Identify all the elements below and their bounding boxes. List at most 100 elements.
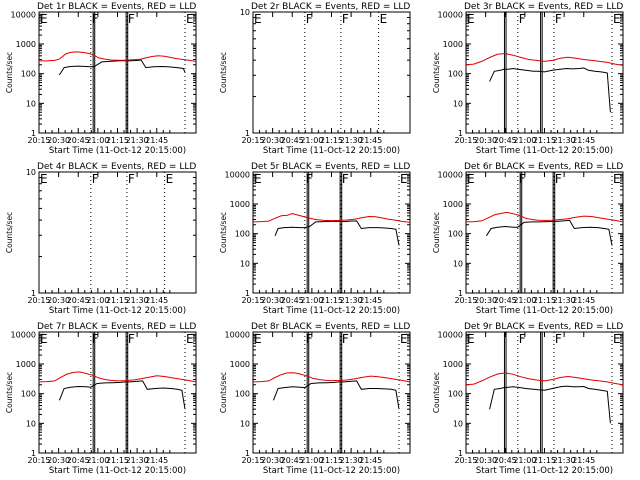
y-tick-label: 1	[245, 289, 250, 298]
y-tick-label: 100	[21, 390, 36, 399]
y-tick-label: 100	[448, 390, 463, 399]
x-axis-label: Start Time (11-Oct-12 20:15:00)	[263, 146, 400, 156]
marker-label-E: E	[613, 12, 621, 26]
y-tick-label: 10000	[225, 170, 250, 179]
marker-label-E: E	[400, 172, 408, 186]
x-tick-label: 20:15	[241, 456, 264, 465]
y-tick-label: 10	[26, 419, 36, 428]
marker-label-E: E	[613, 172, 621, 186]
y-tick-label: 10000	[11, 10, 36, 19]
x-tick-label: 20:30	[261, 456, 284, 465]
x-tick-label: 21:30	[553, 136, 576, 145]
y-tick-label: 1	[458, 449, 463, 458]
marker-label-F: F	[128, 332, 135, 346]
x-tick-label: 21:00	[300, 456, 323, 465]
x-tick-label: 21:15	[320, 136, 343, 145]
x-tick-label: 20:15	[454, 456, 477, 465]
x-tick-label: 21:15	[106, 456, 129, 465]
marker-label-E: E	[40, 332, 48, 346]
y-tick-label: 100	[448, 70, 463, 79]
x-tick-label: 20:15	[241, 136, 264, 145]
events-series-line	[489, 67, 611, 113]
x-tick-label: 21:45	[359, 456, 382, 465]
y-tick-label: 10000	[438, 330, 463, 339]
y-tick-label: 1000	[230, 360, 250, 369]
y-tick-label: 1000	[16, 360, 36, 369]
chart-title: Det 7r BLACK = Events, RED = LLD	[37, 322, 196, 332]
y-tick-label: 10	[26, 168, 36, 177]
marker-label-F: F	[128, 12, 135, 26]
x-tick-label: 21:30	[126, 456, 149, 465]
y-tick-label: 10	[240, 8, 250, 17]
y-tick-label: 10000	[225, 330, 250, 339]
y-axis-label: Counts/sec	[5, 212, 14, 253]
x-tick-label: 21:45	[145, 296, 168, 305]
y-tick-label: 10	[453, 419, 463, 428]
x-tick-label: 21:00	[300, 296, 323, 305]
y-tick-label: 1	[31, 129, 36, 138]
plot-frame	[252, 11, 411, 134]
y-tick-label: 1	[245, 129, 250, 138]
marker-label-F: F	[92, 172, 99, 186]
chart-title: Det 5r BLACK = Events, RED = LLD	[251, 162, 410, 172]
marker-label-E: E	[380, 12, 388, 26]
events-series-line	[489, 385, 611, 424]
x-tick-label: 20:30	[261, 296, 284, 305]
chart-panel-9: Det 9r BLACK = Events, RED = LLD20:1520:…	[432, 322, 624, 476]
marker-label-F: F	[519, 12, 526, 26]
y-axis-label: Counts/sec	[5, 52, 14, 93]
events-series-line	[58, 380, 186, 410]
lld-series-line	[465, 211, 624, 223]
lld-series-line	[39, 51, 197, 62]
plot-frame	[465, 11, 624, 134]
x-tick-label: 21:00	[86, 456, 109, 465]
plot-frame	[465, 331, 624, 454]
x-tick-label: 20:45	[494, 456, 517, 465]
marker-label-F: F	[92, 12, 99, 26]
x-tick-label: 21:00	[513, 296, 536, 305]
chart-panel-5: Det 5r BLACK = Events, RED = LLD20:1520:…	[219, 162, 411, 316]
marker-label-E: E	[254, 332, 262, 346]
y-tick-label: 10	[240, 419, 250, 428]
x-tick-label: 21:15	[533, 136, 556, 145]
marker-label-F: F	[342, 172, 349, 186]
y-tick-label: 1000	[230, 200, 250, 209]
x-tick-label: 20:30	[261, 136, 284, 145]
y-axis-label: Counts/sec	[219, 52, 228, 93]
events-series-line	[272, 380, 400, 410]
x-tick-label: 20:15	[27, 456, 50, 465]
y-tick-label: 1000	[16, 40, 36, 49]
marker-label-E: E	[186, 332, 194, 346]
x-tick-label: 20:15	[454, 296, 477, 305]
y-tick-label: 1	[458, 289, 463, 298]
chart-title: Det 3r BLACK = Events, RED = LLD	[464, 2, 623, 12]
marker-label-F: F	[306, 172, 313, 186]
x-tick-label: 21:15	[320, 456, 343, 465]
x-tick-label: 21:45	[572, 456, 595, 465]
chart-title: Det 4r BLACK = Events, RED = LLD	[37, 162, 196, 172]
x-tick-label: 20:45	[281, 136, 304, 145]
lld-series-line	[465, 52, 624, 66]
chart-panel-2: Det 2r BLACK = Events, RED = LLD20:1520:…	[219, 2, 411, 156]
x-tick-label: 20:15	[27, 136, 50, 145]
y-tick-label: 10	[240, 259, 250, 268]
x-axis-label: Start Time (11-Oct-12 20:15:00)	[49, 466, 186, 476]
x-tick-label: 21:30	[340, 136, 363, 145]
x-tick-label: 20:45	[494, 296, 517, 305]
marker-label-E: E	[400, 332, 408, 346]
x-tick-label: 21:00	[86, 136, 109, 145]
x-tick-label: 21:45	[145, 456, 168, 465]
x-tick-label: 21:00	[300, 136, 323, 145]
x-tick-label: 21:30	[126, 296, 149, 305]
x-axis-label: Start Time (11-Oct-12 20:15:00)	[49, 306, 186, 316]
plot-frame	[465, 171, 624, 294]
lld-series-line	[252, 212, 411, 223]
y-axis-label: Counts/sec	[219, 372, 228, 413]
x-tick-label: 20:45	[281, 296, 304, 305]
chart-panel-7: Det 7r BLACK = Events, RED = LLD20:1520:…	[5, 322, 197, 476]
y-tick-label: 100	[235, 230, 250, 239]
plot-frame	[38, 171, 197, 294]
chart-title: Det 1r BLACK = Events, RED = LLD	[37, 2, 196, 12]
marker-label-F: F	[92, 332, 99, 346]
